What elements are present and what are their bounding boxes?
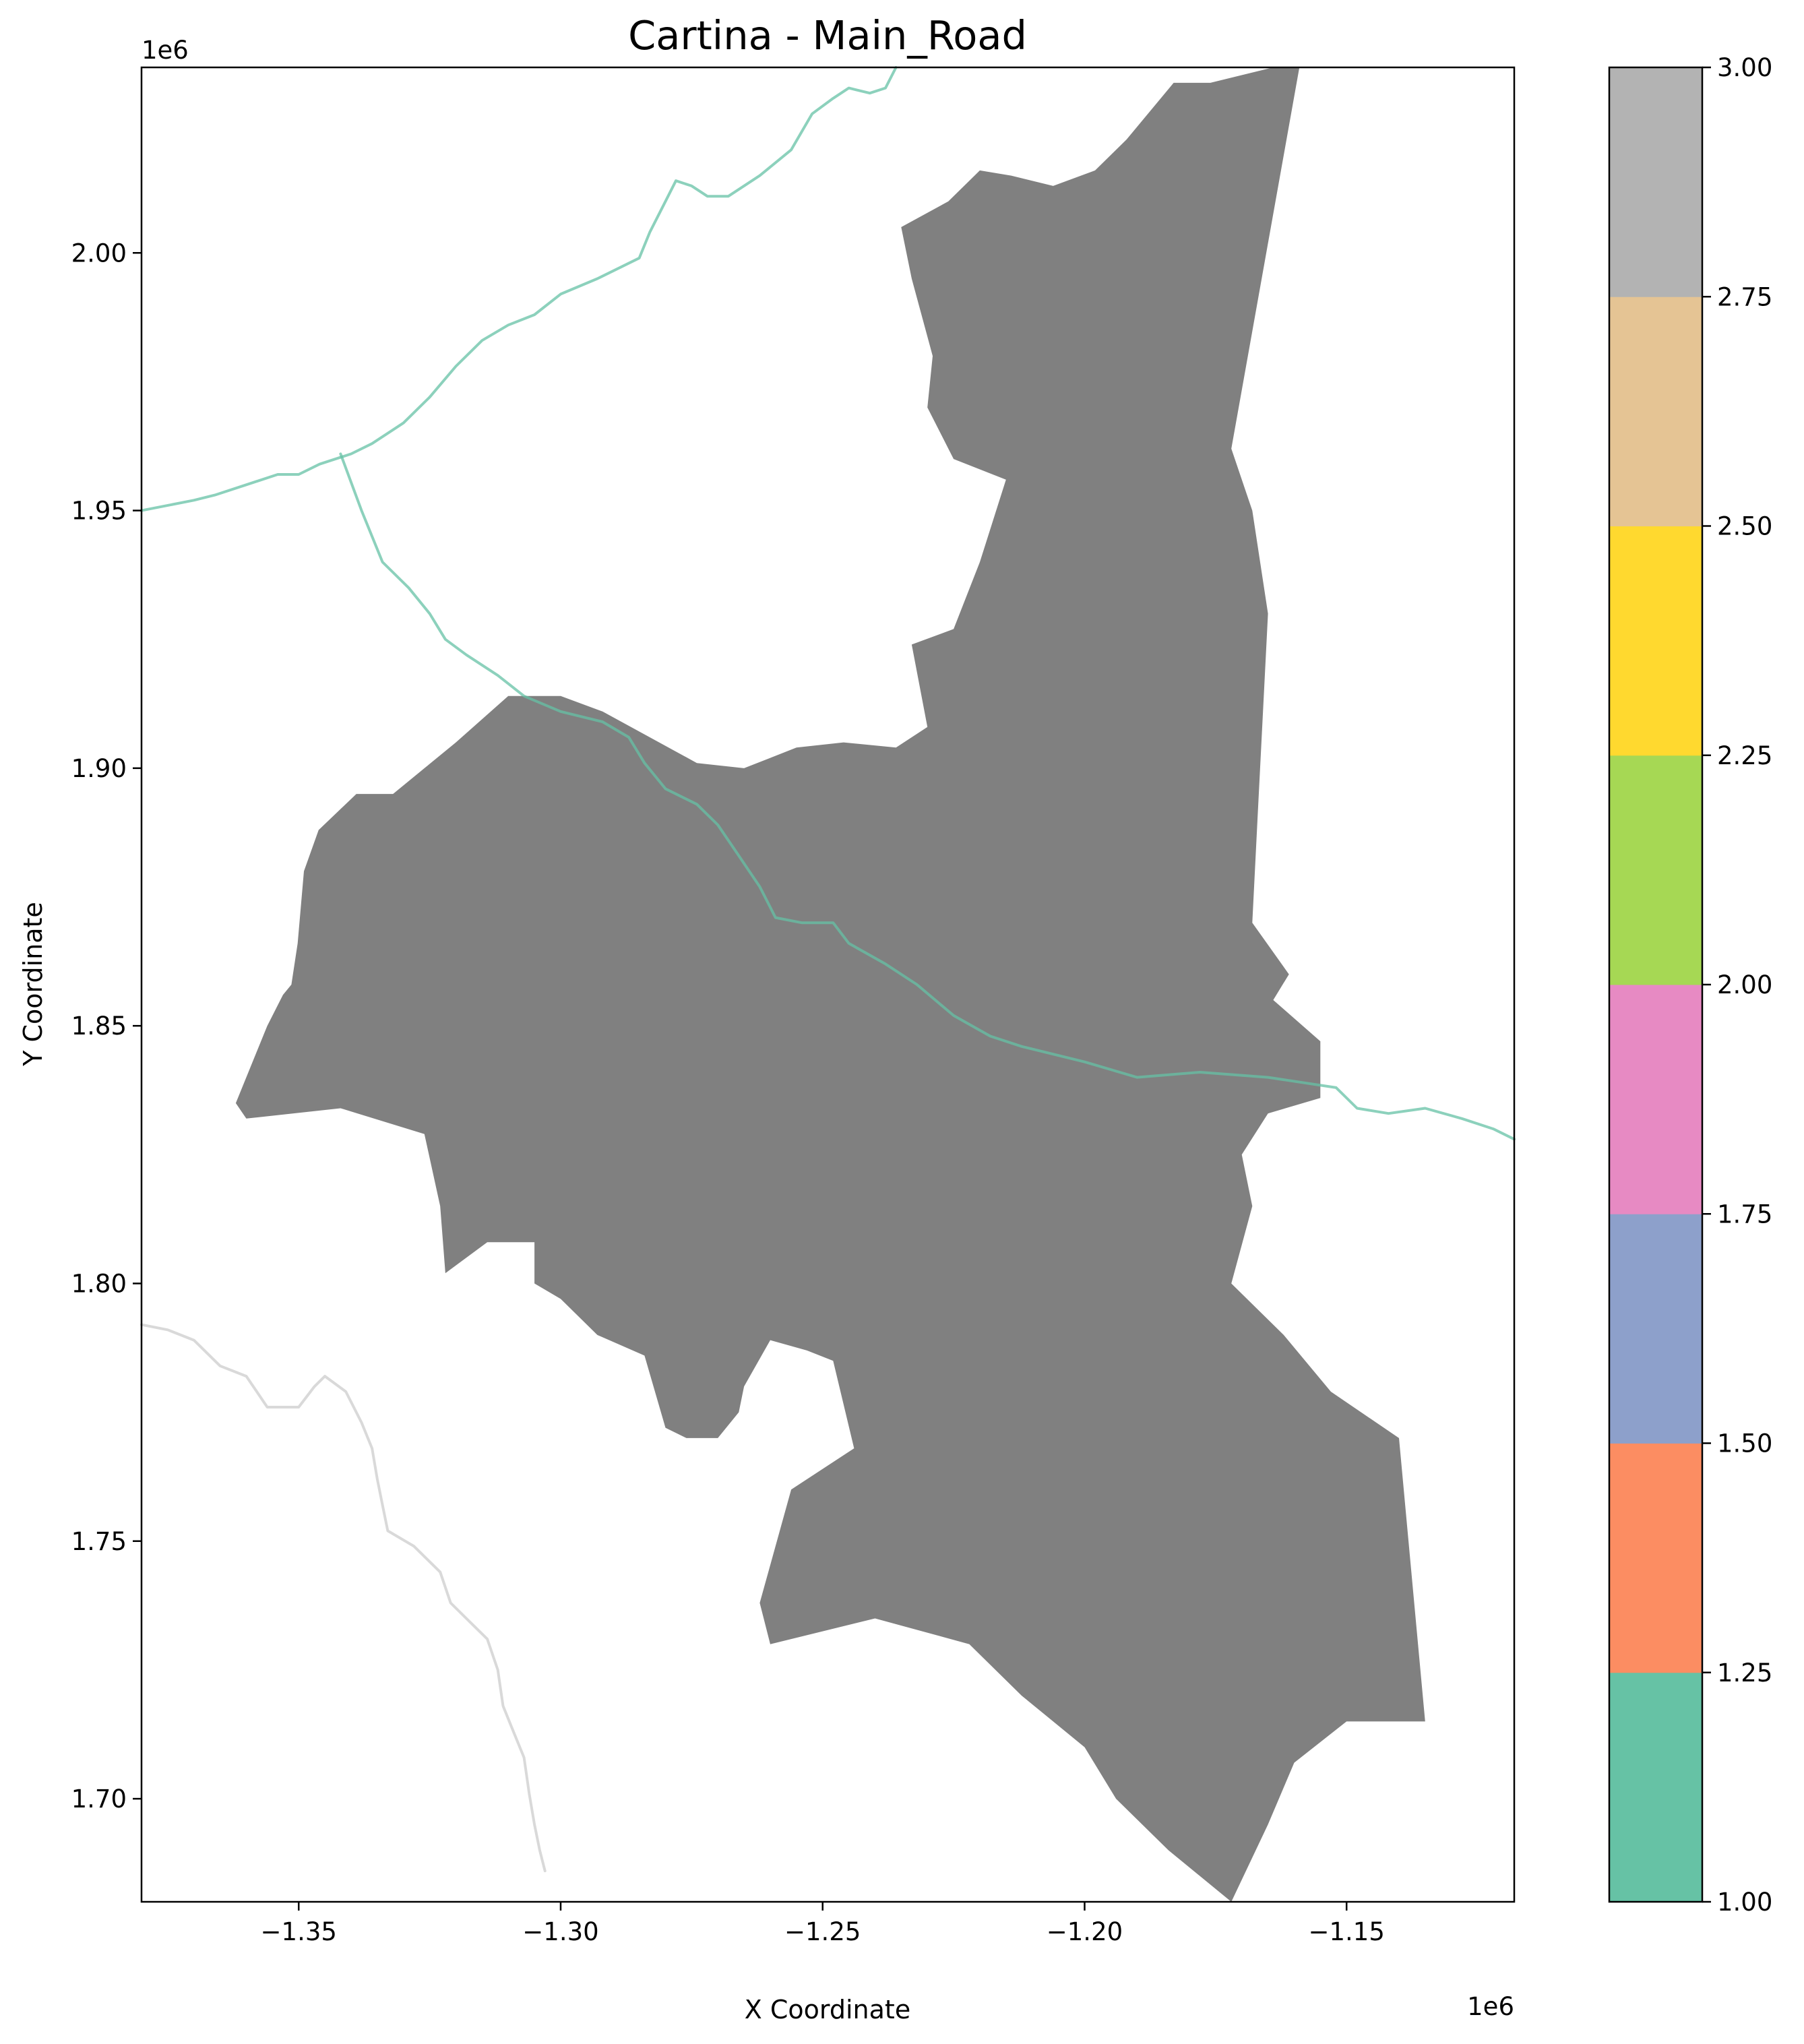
chart-title: Cartina - Main_Road (628, 12, 1027, 59)
colorbar-tick-label: 2.75 (1717, 282, 1772, 311)
colorbar-tick-label: 2.50 (1717, 512, 1772, 541)
colorbar-bands (1609, 67, 1702, 1902)
plot-frame (140, 66, 1516, 1903)
y-tick-label: 1.75 (71, 1527, 127, 1556)
x-axis-label: X Coordinate (745, 1995, 910, 2024)
road-line-2 (339, 452, 1516, 1141)
x-tick-label: −1.15 (1309, 1917, 1385, 1946)
colorbar-band (1609, 67, 1702, 297)
y-axis-label: Y Coordinate (18, 902, 48, 1067)
colorbar-band (1609, 1443, 1702, 1673)
colorbar-band (1609, 755, 1702, 985)
colorbar: 1.00 1.25 1.50 1.75 2.00 2.25 2.50 2.75 3.00 (1608, 53, 1772, 1917)
colorbar-band (1609, 985, 1702, 1214)
colorbar-tick-label: 1.25 (1717, 1659, 1772, 1687)
y-tick-label: 2.00 (71, 239, 127, 268)
x-tick-label: −1.30 (522, 1917, 598, 1946)
colorbar-band (1609, 1214, 1702, 1444)
y-tick-label: 1.90 (71, 754, 127, 783)
y-tick-label: 1.70 (71, 1785, 127, 1814)
roads-layer (140, 66, 1516, 1873)
y-axis-offset-label: 1e6 (142, 36, 189, 65)
colorbar-tick-label: 1.50 (1717, 1429, 1772, 1458)
colorbar-tick-label: 3.00 (1717, 53, 1772, 82)
region-polygon (235, 67, 1425, 1902)
x-axis: −1.35 −1.30 −1.25 −1.20 −1.15 (261, 1902, 1385, 1946)
x-tick-label: −1.20 (1047, 1917, 1123, 1946)
colorbar-tick-label: 2.00 (1717, 970, 1772, 999)
y-tick-label: 1.85 (71, 1012, 127, 1041)
plot-area (140, 66, 1516, 1903)
y-axis: 1.70 1.75 1.80 1.85 1.90 1.95 2.00 (71, 239, 142, 1814)
colorbar-tick-label: 1.00 (1717, 1888, 1772, 1917)
colorbar-tick-label: 1.75 (1717, 1200, 1772, 1229)
x-tick-label: −1.25 (784, 1917, 861, 1946)
road-line-3 (140, 1323, 547, 1873)
colorbar-band (1609, 526, 1702, 756)
colorbar-tick-label: 2.25 (1717, 741, 1772, 770)
x-axis-offset-label: 1e6 (1467, 1992, 1514, 2021)
x-tick-label: −1.35 (261, 1917, 337, 1946)
road-line-1 (140, 66, 898, 512)
colorbar-ticks: 1.00 1.25 1.50 1.75 2.00 2.25 2.50 2.75 3.00 (1702, 53, 1772, 1917)
y-tick-label: 1.80 (71, 1269, 127, 1298)
colorbar-band (1609, 1672, 1702, 1902)
colorbar-band (1609, 297, 1702, 526)
y-tick-label: 1.95 (71, 497, 127, 526)
